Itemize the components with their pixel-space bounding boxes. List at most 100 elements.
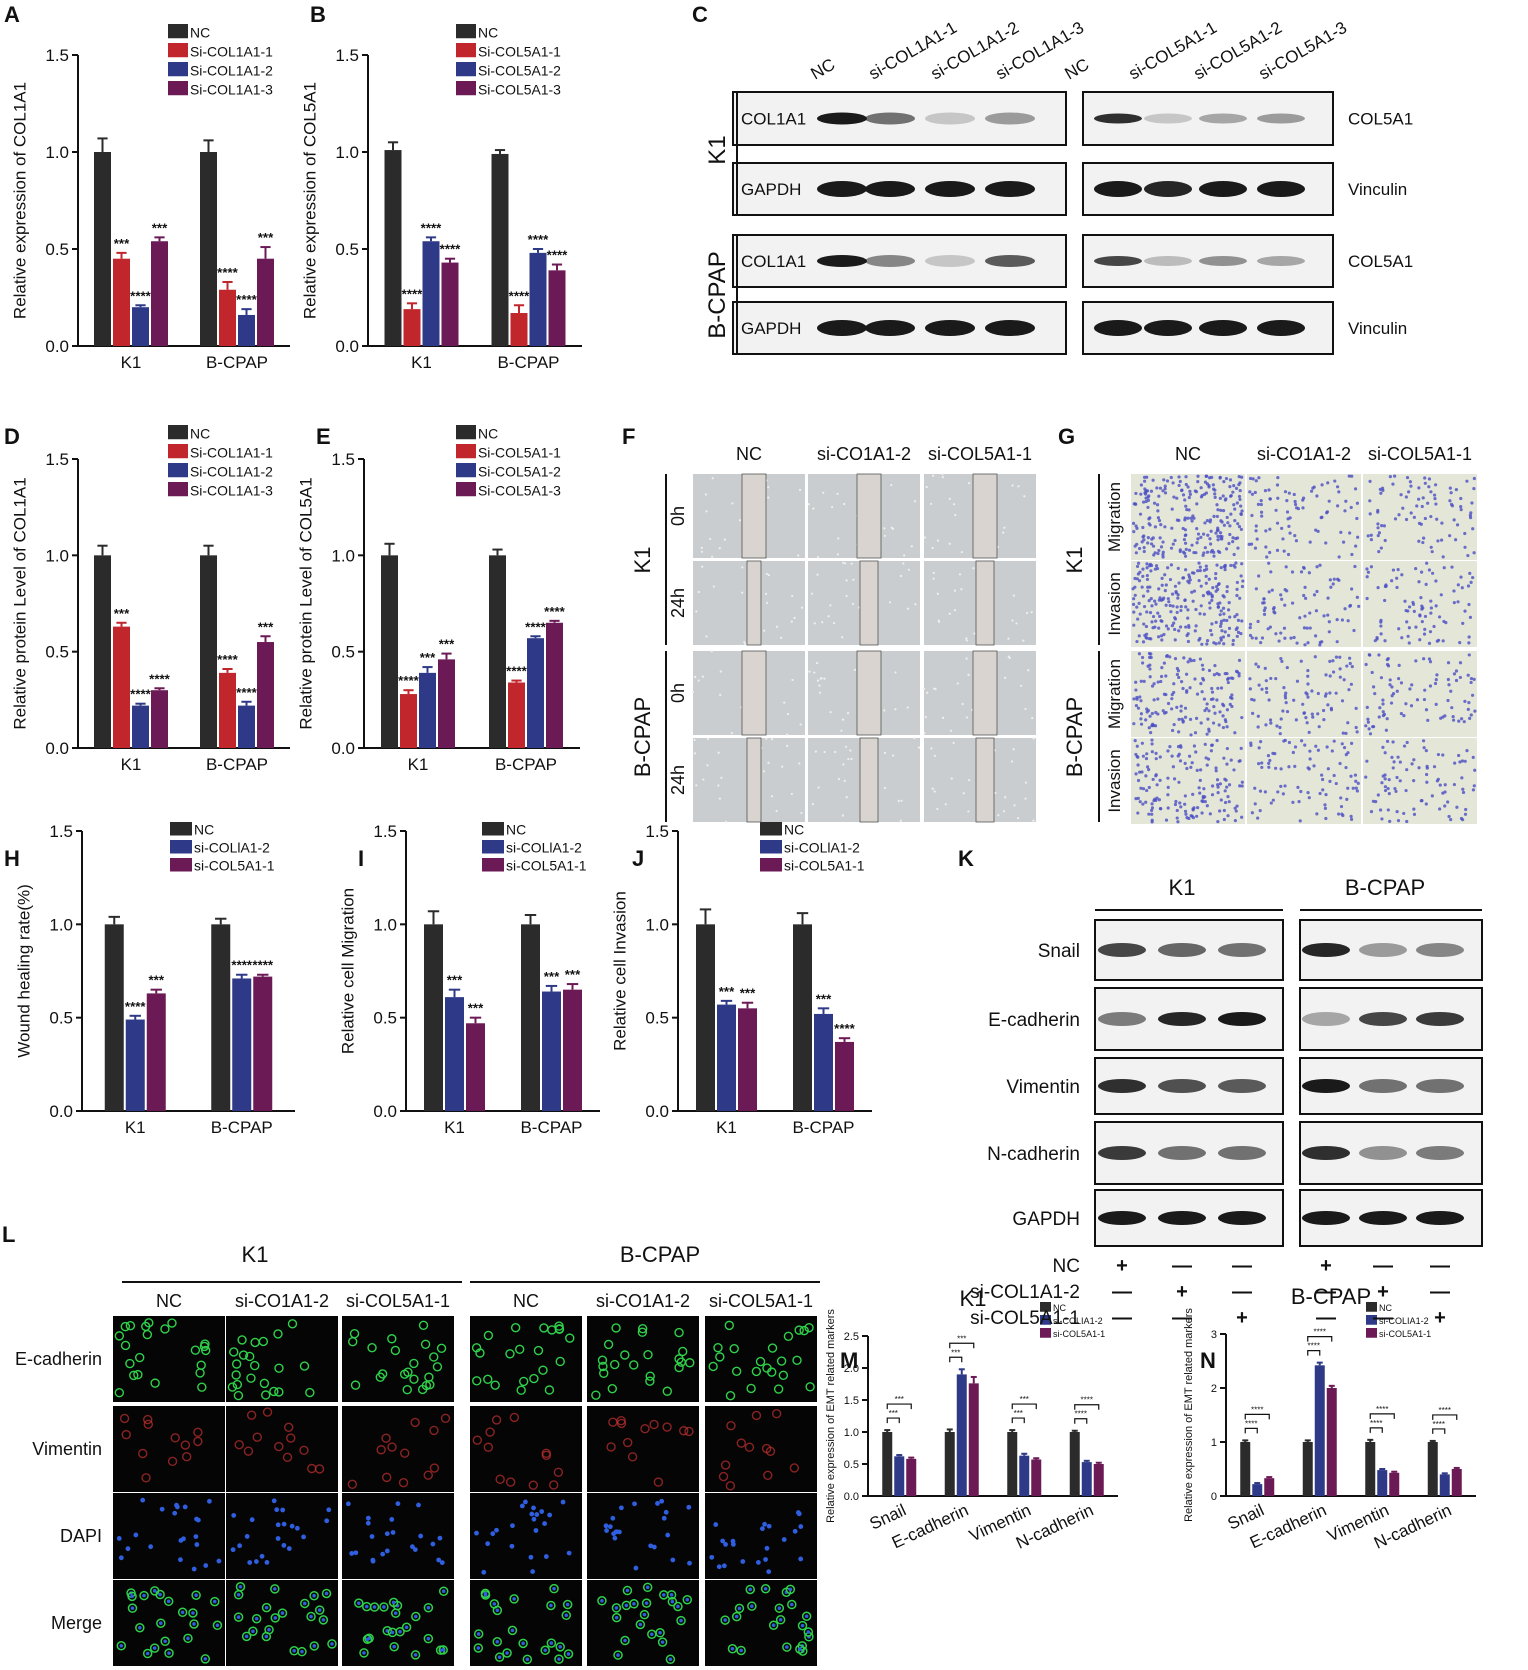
cell-speck: [709, 537, 712, 541]
stained-cell: [1384, 728, 1388, 732]
stained-cell: [1179, 608, 1183, 613]
stained-cell: [1420, 570, 1424, 574]
stained-cell: [1139, 712, 1144, 716]
stained-cell: [1331, 670, 1336, 674]
stained-cell: [1331, 582, 1335, 586]
cell-outline: [555, 1356, 565, 1367]
stained-cell: [1308, 540, 1312, 544]
stained-cell: [1329, 585, 1333, 589]
stained-cell: [1314, 609, 1319, 613]
stained-cell: [1163, 487, 1167, 491]
nucleus: [777, 1606, 782, 1610]
nucleus: [560, 1499, 566, 1505]
stained-cell: [1280, 597, 1284, 601]
stained-cell: [1456, 600, 1460, 604]
stained-cell: [1283, 490, 1288, 494]
cell-speck: [903, 554, 906, 557]
stained-cell: [1298, 819, 1302, 823]
cell-outline: [234, 1439, 244, 1450]
stained-cell: [1263, 606, 1267, 610]
stained-cell: [1159, 679, 1163, 684]
stained-cell: [1395, 775, 1399, 780]
nucleus: [800, 1623, 805, 1628]
stained-cell: [1364, 724, 1368, 728]
bar: [1019, 1455, 1030, 1496]
stained-cell: [1466, 584, 1471, 588]
cell-outline: [125, 1321, 136, 1331]
stained-cell: [1221, 725, 1226, 730]
treatment-label: si-COL5A1-1: [970, 1308, 1080, 1329]
legend-label: NC: [190, 24, 210, 40]
stained-cell: [1160, 576, 1164, 580]
significance-label: ***: [152, 220, 168, 235]
stained-cell: [1271, 798, 1275, 802]
cell-outline: [362, 1634, 373, 1645]
nucleus: [510, 1628, 515, 1633]
stained-cell: [1157, 548, 1161, 553]
stained-cell: [1132, 530, 1136, 534]
cell-outline: [262, 1407, 273, 1417]
stained-cell: [1298, 616, 1302, 620]
stained-cell: [1464, 807, 1468, 812]
significance-label: ***: [565, 967, 581, 982]
cell-outline: [402, 1385, 412, 1395]
stained-cell: [1429, 490, 1433, 494]
stained-cell: [1325, 510, 1330, 514]
nucleus: [632, 1601, 636, 1606]
blot-band: [1144, 256, 1192, 266]
cell-speck: [813, 671, 816, 674]
nucleus: [384, 1531, 390, 1537]
cell-outline: [755, 1356, 766, 1367]
stained-cell: [1131, 602, 1136, 606]
stained-cell: [1274, 677, 1278, 681]
stained-cell: [1184, 605, 1188, 609]
stained-cell: [1280, 526, 1284, 530]
nucleus: [676, 1604, 680, 1609]
cell-speck: [718, 547, 721, 550]
stained-cell: [1412, 812, 1417, 816]
cell-speck: [888, 601, 892, 604]
chart-title: B-CPAP: [1291, 1284, 1371, 1309]
stained-cell: [1425, 764, 1429, 768]
stained-cell: [1219, 619, 1224, 623]
stained-cell: [1317, 725, 1321, 729]
stained-cell: [1318, 791, 1322, 796]
nucleus: [253, 1559, 259, 1564]
nucleus: [624, 1603, 629, 1608]
stained-cell: [1381, 710, 1385, 714]
stained-cell: [1306, 641, 1310, 645]
nucleus: [244, 1634, 249, 1639]
stained-cell: [1136, 561, 1141, 565]
stained-cell: [1142, 546, 1146, 550]
cell-outline: [269, 1386, 279, 1397]
stained-cell: [1260, 514, 1264, 518]
cell-outline: [591, 1390, 601, 1400]
stained-cell: [1227, 626, 1232, 630]
stained-cell: [1203, 546, 1207, 550]
stained-cell: [1137, 601, 1141, 605]
legend-label: NC: [506, 822, 526, 838]
stained-cell: [1233, 614, 1237, 619]
blot-band: [817, 181, 867, 197]
stained-cell: [1383, 639, 1387, 643]
stained-cell: [1232, 552, 1236, 557]
stained-cell: [1310, 712, 1314, 716]
nucleus: [764, 1545, 770, 1551]
y-tick-label: 1.5: [645, 822, 669, 841]
stained-cell: [1412, 758, 1416, 762]
cell-outline: [610, 1359, 620, 1370]
legend-swatch: [168, 24, 188, 39]
column-label: si-COL5A1-1: [928, 444, 1032, 464]
stained-cell: [1225, 671, 1229, 676]
stained-cell: [1233, 507, 1237, 511]
x-tick-label: B-CPAP: [206, 353, 268, 372]
stained-cell: [1366, 717, 1370, 721]
cell-speck: [1017, 817, 1020, 820]
nucleus: [625, 1588, 630, 1593]
blot-band: [1158, 1211, 1206, 1225]
stained-cell: [1231, 638, 1235, 643]
y-tick-label: 1.0: [373, 915, 397, 934]
nucleus: [612, 1535, 618, 1541]
blot-band: [817, 255, 867, 267]
stained-cell: [1214, 642, 1218, 646]
